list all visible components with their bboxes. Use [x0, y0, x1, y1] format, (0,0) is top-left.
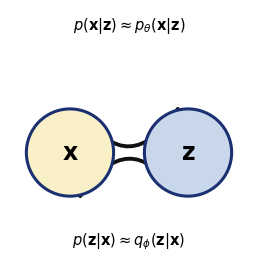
Text: $\mathbf{x}$: $\mathbf{x}$	[62, 140, 78, 164]
Text: $p(\mathbf{z}|\mathbf{x}) \approx q_{\phi}(\mathbf{z}|\mathbf{x})$: $p(\mathbf{z}|\mathbf{x}) \approx q_{\ph…	[72, 232, 186, 252]
FancyArrowPatch shape	[83, 109, 178, 147]
Circle shape	[144, 109, 232, 196]
FancyArrowPatch shape	[80, 159, 175, 196]
Circle shape	[26, 109, 114, 196]
Text: $\mathbf{z}$: $\mathbf{z}$	[181, 140, 195, 164]
Text: $p(\mathbf{x}|\mathbf{z}) \approx p_{\theta}(\mathbf{x}|\mathbf{z})$: $p(\mathbf{x}|\mathbf{z}) \approx p_{\th…	[73, 16, 185, 35]
